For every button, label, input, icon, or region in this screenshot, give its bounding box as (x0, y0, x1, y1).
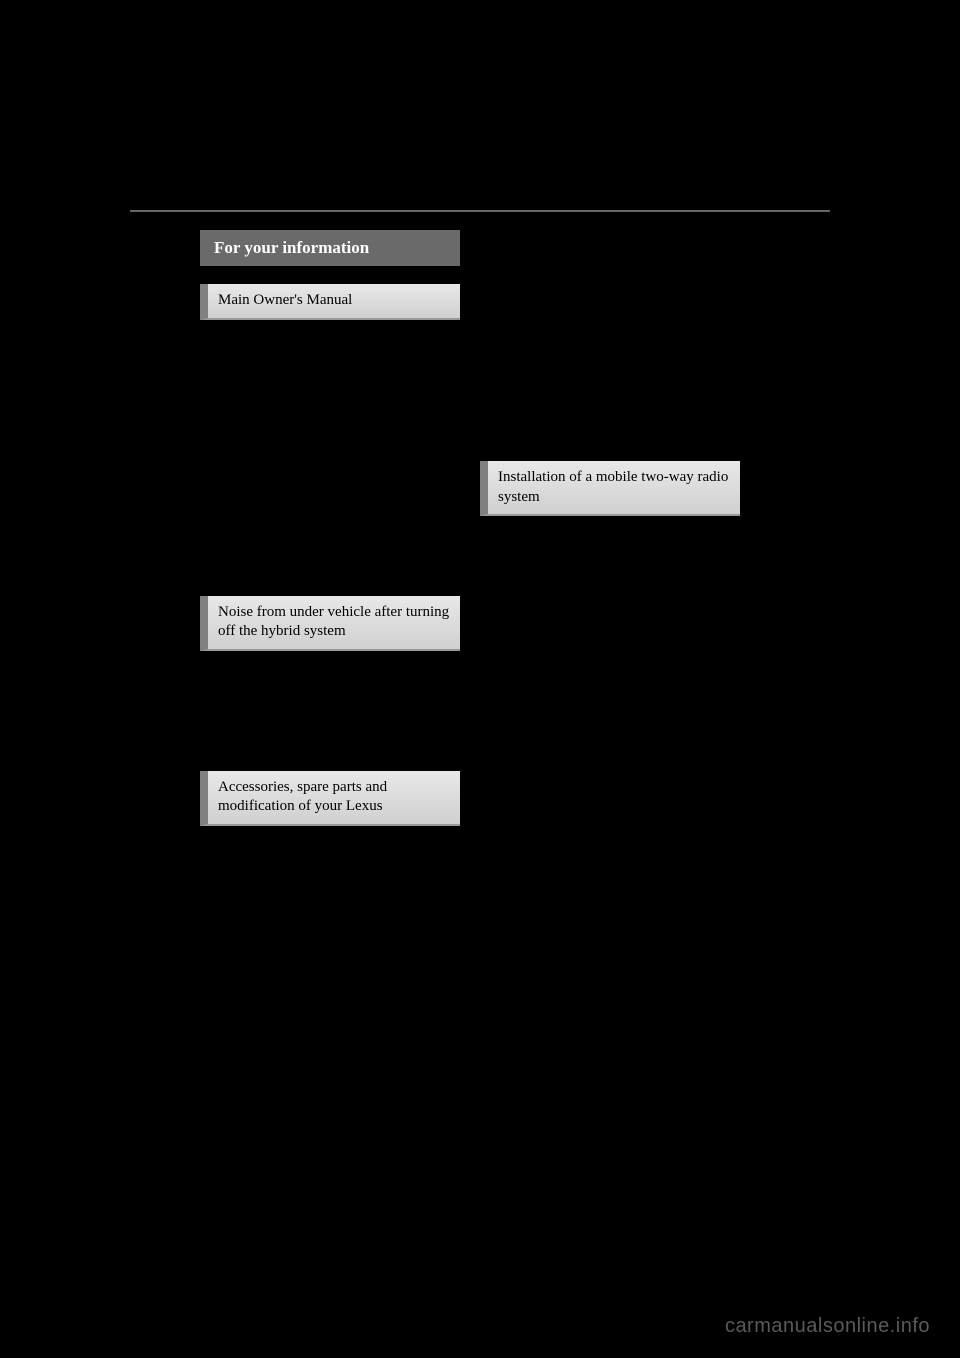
left-column: For your information Main Owner's Manual… (200, 230, 468, 1052)
bullet-item: Vehicle dynamics integrated management (480, 691, 748, 710)
bullet-item: SRS airbag system (480, 722, 748, 741)
body-paragraph: Also, remodeling like this will have an … (480, 355, 748, 449)
bullet-item: Hybrid system (480, 599, 748, 618)
body-paragraph: A wide variety of non-genuine spare part… (200, 840, 468, 991)
bullet-item: Anti-lock brake system (480, 661, 748, 680)
body-paragraph: The installation of a mobile two-way rad… (480, 530, 748, 587)
subsection-header-radio: Installation of a mobile two-way radio s… (480, 461, 740, 516)
main-section-header: For your information (200, 230, 460, 266)
body-paragraph: All specifications provided in this manu… (200, 421, 468, 515)
body-paragraph: Approximately five hours after the hybri… (200, 665, 468, 759)
bullet-item: Lexus Safety System + (480, 630, 748, 649)
body-paragraph: Modification with non-genuine Lexus prod… (480, 230, 748, 343)
watermark-text: carmanualsonline.info (725, 1315, 930, 1338)
page-rule (130, 210, 830, 212)
body-paragraph: Contact your Lexus dealer for precaution… (480, 784, 748, 841)
body-paragraph: Depending on specifications, the vehicle… (200, 527, 468, 584)
bullet-item: Seat belt pretensioner system (480, 753, 748, 772)
subsection-header-noise: Noise from under vehicle after turning o… (200, 596, 460, 651)
body-paragraph: This vehicle should not be modified with… (200, 1003, 468, 1041)
subsection-header-accessories: Accessories, spare parts and modificatio… (200, 771, 460, 826)
subsection-header-main-manual: Main Owner's Manual (200, 284, 460, 320)
right-column: Modification with non-genuine Lexus prod… (480, 230, 748, 852)
body-paragraph: Please note that this manual applies to … (200, 334, 468, 409)
